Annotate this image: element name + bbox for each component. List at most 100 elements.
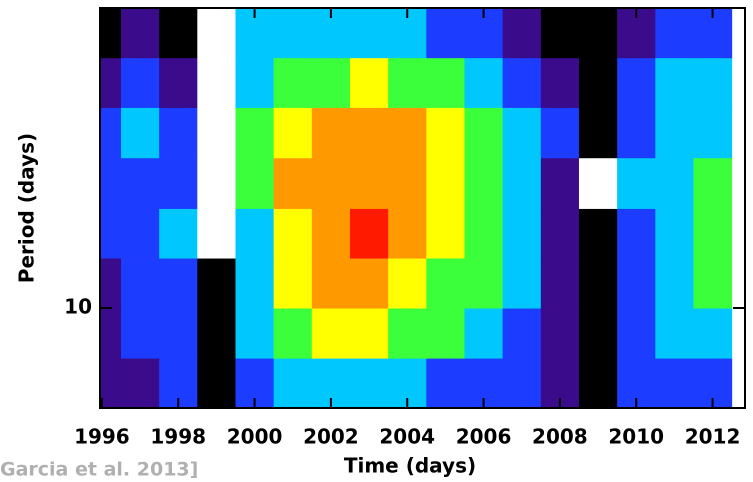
cell xyxy=(617,57,656,108)
cell xyxy=(502,308,542,359)
cell xyxy=(349,157,389,209)
cell xyxy=(502,208,542,259)
cell xyxy=(426,208,465,259)
cell xyxy=(540,208,580,259)
cell xyxy=(273,157,313,209)
cell xyxy=(655,308,694,359)
cell xyxy=(273,308,313,359)
x-tick-label: 2010 xyxy=(608,425,664,449)
cell xyxy=(235,157,275,209)
cell xyxy=(502,107,542,159)
cell xyxy=(197,308,236,359)
cell xyxy=(273,107,313,159)
y-axis-label: Period (days) xyxy=(15,133,39,283)
cell xyxy=(617,107,656,159)
cell xyxy=(159,57,198,108)
cell xyxy=(540,308,580,359)
cell xyxy=(464,308,504,359)
cell xyxy=(388,258,427,309)
cell xyxy=(502,358,542,408)
cell xyxy=(159,258,198,309)
cell xyxy=(426,157,465,209)
cell xyxy=(464,258,504,309)
cell xyxy=(235,107,275,159)
cell xyxy=(120,208,160,259)
cell xyxy=(100,8,122,59)
y-tick-label: 10 xyxy=(64,294,92,318)
cell xyxy=(617,208,656,259)
cell xyxy=(578,258,618,309)
cell xyxy=(617,308,656,359)
cell xyxy=(464,107,504,159)
cell xyxy=(540,157,580,209)
cell xyxy=(159,157,198,209)
heatmap xyxy=(100,8,733,408)
x-tick-label: 1996 xyxy=(74,425,130,449)
x-tick-label: 2000 xyxy=(227,425,283,449)
cell xyxy=(426,258,465,309)
cell xyxy=(100,107,122,159)
plot-frame xyxy=(99,7,746,409)
cell xyxy=(100,308,122,359)
cell xyxy=(349,57,389,108)
cell xyxy=(388,107,427,159)
cell xyxy=(349,358,389,408)
cell xyxy=(100,258,122,309)
cell xyxy=(120,8,160,59)
cell xyxy=(311,157,351,209)
cell xyxy=(100,358,122,408)
cell xyxy=(502,258,542,309)
cell xyxy=(120,157,160,209)
cell xyxy=(502,157,542,209)
x-axis-label: Time (days) xyxy=(344,454,476,478)
cell xyxy=(273,358,313,408)
cell xyxy=(311,57,351,108)
cell xyxy=(235,308,275,359)
cell xyxy=(655,258,694,309)
cell xyxy=(235,57,275,108)
cell xyxy=(159,107,198,159)
cell xyxy=(426,358,465,408)
cell xyxy=(349,107,389,159)
cell xyxy=(311,308,351,359)
x-tick-label: 2008 xyxy=(532,425,588,449)
cell xyxy=(120,258,160,309)
cell xyxy=(578,208,618,259)
x-tick-label: 2002 xyxy=(303,425,359,449)
cell xyxy=(311,208,351,259)
cell xyxy=(426,8,465,59)
cell xyxy=(464,57,504,108)
cell xyxy=(159,208,198,259)
cell xyxy=(655,208,694,259)
cell xyxy=(502,57,542,108)
cell xyxy=(693,57,733,108)
cell xyxy=(464,157,504,209)
cell xyxy=(197,157,236,209)
cell xyxy=(273,258,313,309)
cell xyxy=(655,157,694,209)
cell xyxy=(120,308,160,359)
cell xyxy=(655,358,694,408)
cell xyxy=(426,57,465,108)
cell xyxy=(100,208,122,259)
cell xyxy=(388,208,427,259)
cell xyxy=(426,107,465,159)
cell xyxy=(655,107,694,159)
cell xyxy=(235,208,275,259)
cell xyxy=(655,8,694,59)
cell xyxy=(100,157,122,209)
cell xyxy=(617,157,656,209)
x-tick-label: 2012 xyxy=(685,425,741,449)
cell xyxy=(693,157,733,209)
cell xyxy=(540,57,580,108)
cell xyxy=(349,308,389,359)
cell xyxy=(578,358,618,408)
cell xyxy=(349,8,389,59)
cell xyxy=(388,157,427,209)
cell xyxy=(464,208,504,259)
x-tick-label: 1998 xyxy=(150,425,206,449)
cell xyxy=(578,8,618,59)
cell xyxy=(426,308,465,359)
citation: Garcia et al. 2013] xyxy=(0,459,198,481)
